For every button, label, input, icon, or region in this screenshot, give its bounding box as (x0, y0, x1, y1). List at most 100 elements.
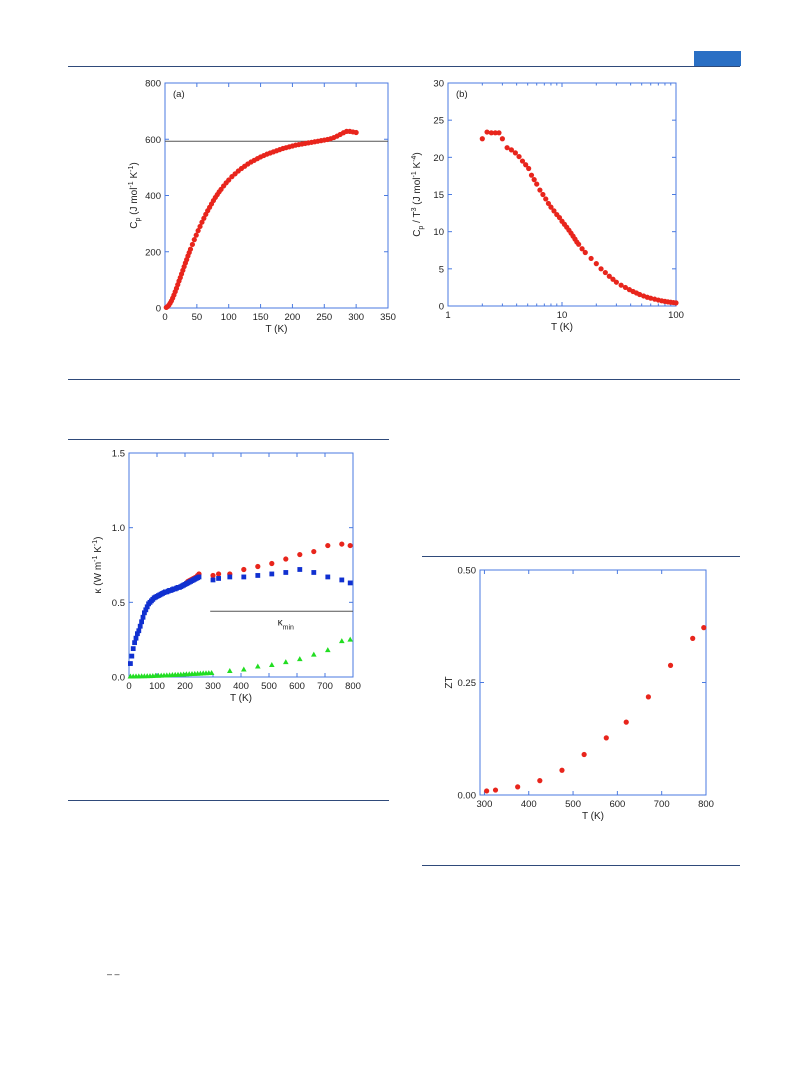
data-point (255, 573, 261, 578)
data-point (551, 208, 557, 214)
chart-kappa: 0 100 200 300 400 500 600 700 800 0.0 0.5 1.0 1.5 T (… (92, 449, 361, 705)
data-point (347, 542, 353, 549)
data-point (610, 276, 616, 282)
x-tick-label: 0 (162, 312, 167, 323)
x-tick-label: 700 (654, 799, 670, 810)
data-point (576, 241, 582, 247)
x-tick-label: 250 (316, 312, 332, 323)
data-point (269, 560, 275, 567)
data-point (269, 662, 275, 668)
y-tick-label: 1.0 (112, 523, 125, 534)
y-tick-label: 800 (145, 79, 161, 90)
data-point (526, 165, 532, 172)
data-point (210, 577, 216, 583)
data-point (193, 232, 199, 238)
data-point (623, 719, 629, 725)
data-point (613, 279, 619, 285)
data-point (496, 130, 502, 136)
data-point (143, 607, 149, 613)
kappa-min-label: κmin (278, 617, 294, 631)
data-point (297, 551, 303, 558)
y-tick-label: 30 (433, 79, 444, 90)
y-tick-label: 600 (145, 135, 161, 146)
x-axis-label: T (K) (582, 811, 604, 822)
data-point (579, 246, 585, 252)
data-point (528, 172, 535, 178)
x-tick-label: 150 (253, 312, 269, 323)
y-tick-label: 400 (145, 191, 161, 202)
chart-cpt3: 1 10 100 0 5 10 15 20 25 30 (b) T (K) Cp / T3 (J mol… (411, 79, 684, 334)
x-tick-label: 300 (477, 799, 493, 810)
x-tick-label: 50 (192, 312, 203, 323)
data-point (690, 635, 696, 642)
data-point (226, 177, 232, 183)
data-point (622, 284, 629, 291)
stray-text: – – (107, 969, 120, 979)
figure-1-rule (68, 379, 740, 380)
x-axis-label: T (K) (265, 324, 287, 335)
header-tab (694, 51, 741, 66)
data-point (210, 572, 216, 579)
data-point (197, 223, 203, 230)
data-point (241, 666, 247, 672)
data-point (603, 735, 609, 741)
data-point (255, 563, 261, 570)
data-point (645, 694, 651, 700)
y-tick-label: 0.0 (112, 673, 125, 684)
y-tick-label: 20 (433, 153, 444, 164)
data-point (504, 145, 510, 151)
data-point (201, 215, 207, 221)
x-tick-label: 400 (521, 799, 537, 810)
data-point (297, 567, 303, 572)
y-tick-label: 10 (433, 227, 444, 238)
data-point (488, 130, 494, 136)
data-point (325, 542, 331, 549)
data-point (353, 129, 359, 136)
data-point (187, 246, 194, 252)
panel-label: (a) (173, 89, 185, 100)
data-point (144, 604, 150, 610)
data-point (537, 778, 543, 784)
y-tick-label: 15 (433, 190, 444, 201)
data-point (602, 269, 608, 276)
y-tick-label: 0.25 (458, 678, 477, 689)
data-point (139, 619, 144, 625)
figure-2-top-rule (68, 439, 389, 440)
data-point (195, 228, 201, 234)
y-tick-label: 0.50 (458, 566, 477, 577)
x-tick-label: 100 (668, 310, 684, 321)
data-point (140, 614, 146, 620)
data-point (534, 181, 540, 187)
data-point (540, 191, 546, 198)
y-tick-label: 0 (156, 304, 161, 315)
data-point (588, 255, 594, 262)
data-point (479, 136, 485, 142)
x-tick-label: 700 (317, 681, 333, 692)
data-point (135, 631, 140, 637)
data-point (618, 282, 624, 288)
panel-label: (b) (456, 89, 468, 100)
data-point (189, 241, 195, 248)
data-point (537, 187, 543, 193)
data-point (499, 136, 505, 142)
data-point (515, 784, 521, 790)
plot-frame (128, 452, 354, 678)
data-point (297, 656, 303, 662)
x-tick-label: 500 (261, 681, 277, 692)
data-point (227, 574, 233, 580)
data-point (484, 129, 490, 135)
data-point (508, 147, 515, 153)
x-tick-label: 200 (177, 681, 193, 692)
data-point (559, 767, 565, 773)
data-point (196, 574, 202, 580)
data-point (339, 638, 345, 644)
data-point (133, 635, 139, 641)
data-point (241, 566, 247, 573)
figure-2-bottom-rule (68, 800, 389, 801)
data-point (339, 577, 345, 583)
data-point (523, 162, 529, 168)
y-tick-label: 25 (433, 116, 444, 127)
data-point (606, 273, 612, 279)
data-point (283, 570, 289, 575)
